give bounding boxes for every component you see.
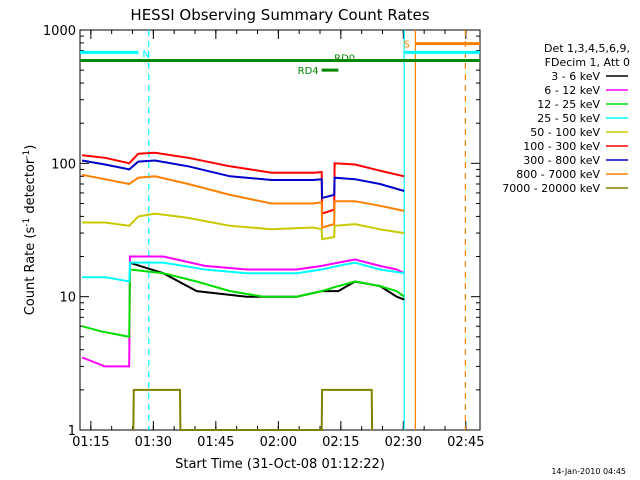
chart-title: HESSI Observing Summary Count Rates bbox=[130, 6, 429, 24]
series-line-6 bbox=[81, 151, 405, 215]
x-tick-label: 01:30 bbox=[135, 435, 172, 450]
series-line-9 bbox=[132, 388, 374, 431]
legend-label: 7000 - 20000 keV bbox=[502, 182, 600, 195]
x-tick-label: 01:45 bbox=[197, 435, 234, 450]
y-tick-label: 10 bbox=[59, 291, 76, 306]
legend-label: 6 - 12 keV bbox=[544, 84, 600, 97]
y-label-superscript-2: -1 bbox=[22, 150, 32, 159]
flag-label: N bbox=[142, 49, 149, 60]
series-line-4 bbox=[82, 261, 405, 283]
series-line-2 bbox=[81, 255, 405, 368]
y-tick-label: 1 bbox=[68, 424, 76, 439]
legend-label: 3 - 6 keV bbox=[551, 70, 600, 83]
x-tick-label: 02:30 bbox=[385, 435, 422, 450]
y-tick-label: 100 bbox=[51, 157, 76, 172]
y-tick-label: 1000 bbox=[43, 24, 76, 39]
legend-header-line: Det 1,3,4,5,6,9, bbox=[544, 42, 630, 55]
x-axis-label: Start Time (31-Oct-08 01:12:22) bbox=[175, 457, 385, 472]
flag-label: S bbox=[403, 40, 409, 51]
series-line-3 bbox=[81, 268, 405, 339]
legend-label: 300 - 800 keV bbox=[523, 154, 600, 167]
flag-label: RD4 bbox=[298, 66, 319, 77]
flag-label: RD0 bbox=[334, 54, 355, 65]
legend-label: 25 - 50 keV bbox=[537, 112, 600, 125]
y-label-part-1: Count Rate (s bbox=[23, 227, 38, 316]
series-line-8 bbox=[81, 173, 405, 229]
legend-label: 800 - 7000 keV bbox=[516, 168, 600, 181]
legend-label: 12 - 25 keV bbox=[537, 98, 600, 111]
series-line-5 bbox=[82, 212, 405, 241]
y-label-part-2: detector bbox=[23, 158, 38, 218]
y-axis-label: Count Rate (s-1 detector-1) bbox=[22, 145, 38, 316]
y-label-superscript-1: -1 bbox=[22, 218, 32, 227]
series-line-7 bbox=[81, 159, 405, 200]
legend-header-line: FDecim 1, Att 0 bbox=[545, 56, 630, 69]
x-tick-label: 02:45 bbox=[447, 435, 484, 450]
y-label-part-3: ) bbox=[23, 145, 38, 150]
legend-label: 100 - 300 keV bbox=[523, 140, 600, 153]
x-tick-label: 02:15 bbox=[322, 435, 359, 450]
x-tick-label: 01:15 bbox=[72, 435, 109, 450]
legend-label: 50 - 100 keV bbox=[530, 126, 600, 139]
x-tick-label: 02:00 bbox=[260, 435, 297, 450]
footer-date: 14-Jan-2010 04:45 bbox=[551, 467, 626, 476]
